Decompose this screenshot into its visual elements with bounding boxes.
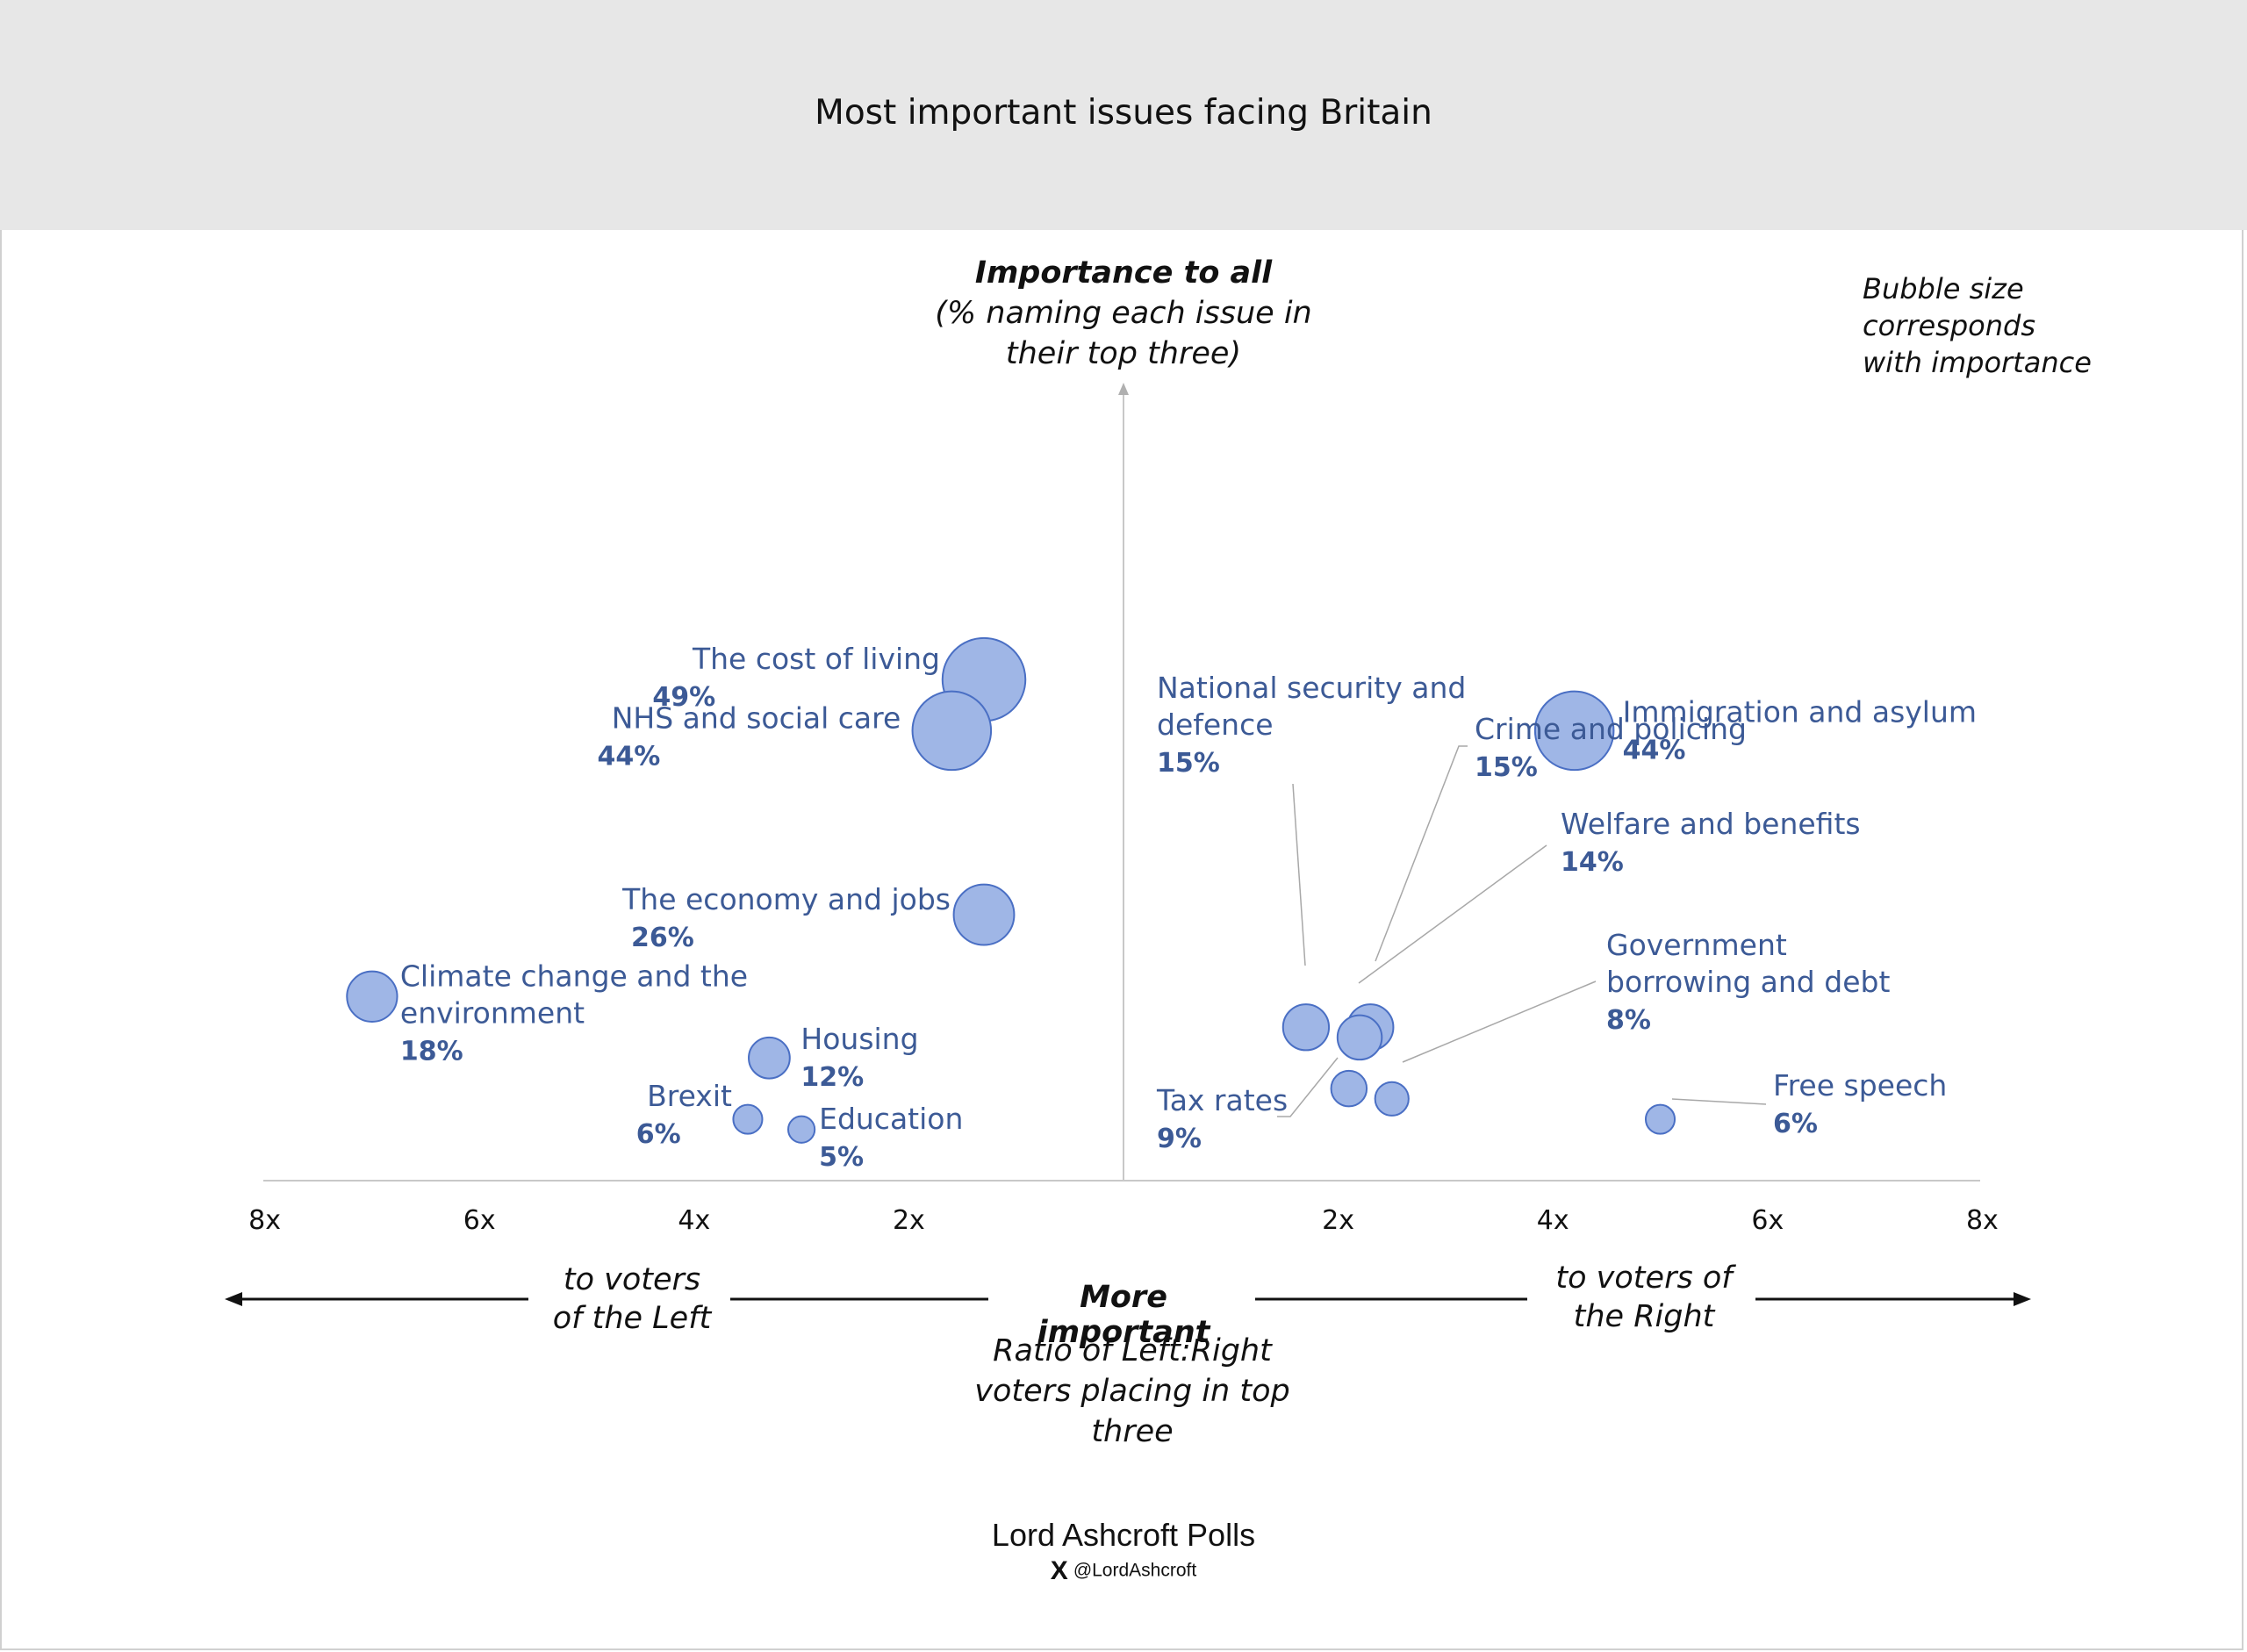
y-axis-label-line1: (% naming each issue in [935,296,1312,331]
bubble-housing [748,1036,791,1080]
bubble-label: National security and [1157,671,1466,705]
bubble-national-security-and [1281,1003,1331,1052]
x-tick-label-left: 4x [678,1205,710,1236]
right-arrowhead [2014,1292,2031,1306]
y-axis-label: Importance to all (% naming each issue i… [878,253,1369,374]
bubble-value-label: 49% [652,682,715,713]
bubble-label: Brexit [647,1079,732,1113]
bubble-value-label: 14% [1561,847,1624,878]
bubble-brexit [732,1103,764,1135]
leader-line [1671,1098,1767,1105]
bubble-label: defence [1157,707,1274,742]
bubble-tax-rates [1330,1069,1368,1108]
x-tick-label-right: 8x [1966,1205,1999,1236]
x-tick-label-right: 6x [1751,1205,1784,1236]
bubble-education [787,1115,816,1144]
bubble-immigration-and-asylum [1533,690,1615,772]
left-direction-line1: to voters [563,1262,701,1297]
x-tick-label-right: 4x [1537,1205,1569,1236]
bubble-free-speech [1644,1103,1676,1135]
bubble-climate-change-and-the [346,970,398,1023]
x-tick-label-left: 2x [893,1205,925,1236]
bubble-label: Welfare and benefits [1561,807,1861,841]
bubble-nhs-and-social-care [911,690,993,772]
bubble-label: Free speech [1773,1068,1947,1103]
y-axis-arrowhead [1118,383,1129,395]
chart-frame [0,230,2243,1650]
chart-title: Most important issues facing Britain [815,93,1432,133]
bubble-value-label: 8% [1606,1005,1651,1036]
leader-line [1277,1057,1339,1117]
bubble-size-note: Bubble size corresponds with importance [1863,270,2179,381]
bubble-value-label: 6% [1773,1109,1818,1139]
bubble-value-label: 5% [819,1142,864,1173]
more-important-label: More important [992,1280,1255,1350]
ratio-line2: voters placing in top [974,1374,1290,1409]
y-axis-label-line2: their top three) [1005,336,1242,371]
x-tick-label-left: 6x [463,1205,496,1236]
handle-text: @LordAshcroft [1073,1560,1197,1581]
leader-line [1292,783,1306,966]
right-direction-label: to voters of the Right [1533,1259,1755,1336]
ratio-line1: Ratio of Left:Right [993,1333,1272,1368]
left-direction-label: to voters of the Left [534,1261,730,1338]
bubble-value-label: 15% [1157,748,1220,779]
x-logo-icon: X [1050,1556,1068,1585]
note-line2: with importance [1863,346,2092,379]
left-arrowhead [225,1292,242,1306]
social-handle: X @LordAshcroft [0,1556,2247,1586]
note-line1: Bubble size corresponds [1863,272,2035,342]
bubble-label: borrowing and debt [1606,965,1890,999]
bubble-label: Housing [800,1022,918,1056]
bubble-value-label: 6% [636,1119,681,1150]
leader-line [1358,844,1547,984]
bubble-value-label: 44% [598,741,661,772]
bubble-label: Education [819,1102,963,1136]
right-direction-line2: the Right [1573,1299,1715,1334]
bubble-label: Immigration and asylum [1623,694,1977,729]
bubble-value-label: 18% [400,1036,463,1067]
leader-line [1375,745,1468,962]
ratio-line3: three [1091,1414,1174,1449]
right-direction-line1: to voters of [1555,1261,1733,1296]
x-axis-label: Ratio of Left:Right voters placing in to… [957,1331,1308,1452]
bubble-label: Government [1606,928,1787,962]
x-tick-label-left: 8x [248,1205,281,1236]
bubble-value-label: 9% [1157,1124,1202,1154]
left-direction-line2: of the Left [552,1301,712,1336]
bubble-value-label: 12% [800,1062,864,1093]
leader-line [1402,980,1597,1063]
bubble-value-label: 44% [1623,735,1686,765]
bubble-label: The economy and jobs [621,882,951,916]
bubble-label: The cost of living [692,642,940,676]
bubble-value-label: 15% [1475,752,1538,783]
bubble-welfare-and-benefits [1336,1014,1383,1061]
bubble-the-economy-and-jobs [952,883,1016,946]
bubble-government [1374,1081,1410,1117]
x-tick-label-right: 2x [1322,1205,1354,1236]
bubble-label: NHS and social care [612,700,901,735]
bubble-label: environment [400,995,585,1030]
bubble-label: Climate change and the [400,959,748,993]
bubble-label: Crime and policing [1475,712,1747,746]
y-axis-label-bold: Importance to all [974,255,1273,291]
source-label: Lord Ashcroft Polls [991,1517,1256,1553]
bubble-value-label: 26% [631,923,694,953]
title-bar [0,0,2247,230]
bubble-label: Tax rates [1156,1083,1288,1117]
